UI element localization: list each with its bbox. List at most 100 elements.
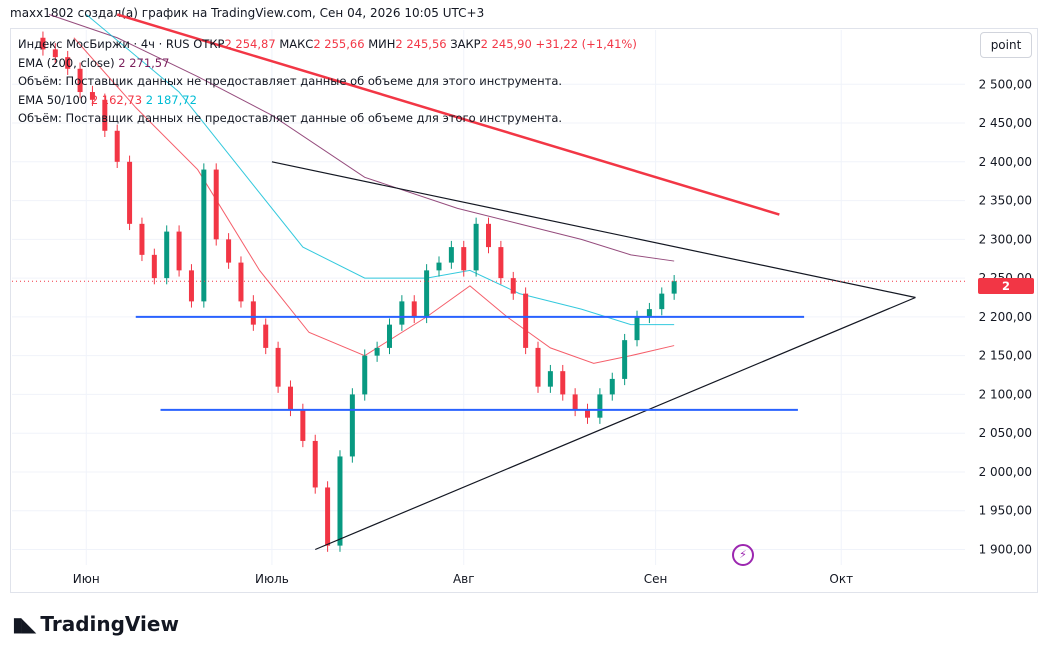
logo-text: TradingView — [40, 612, 179, 636]
x-tick-label: Июль — [255, 572, 289, 586]
y-tick-label: 2 450,00 — [979, 116, 1032, 130]
candle-body — [448, 247, 454, 263]
candle-body — [671, 281, 677, 294]
y-tick-label: 2 300,00 — [979, 232, 1032, 246]
candle-body — [659, 293, 665, 310]
candle-body — [263, 324, 269, 348]
candle-body — [52, 49, 58, 58]
candle-body — [646, 309, 652, 317]
candle-body — [114, 130, 120, 162]
candle-body — [300, 409, 306, 441]
x-tick-label: Авг — [453, 572, 475, 586]
candle-body — [312, 440, 318, 488]
x-tick-label: Июн — [73, 572, 100, 586]
candle-body — [102, 99, 108, 131]
candle-body — [560, 371, 566, 395]
candle-body — [287, 386, 293, 410]
candle-body — [188, 270, 194, 302]
candle-body — [176, 231, 182, 271]
ema200-row[interactable]: EMA (200, close) 2 271,57 — [18, 54, 637, 73]
candle-body — [523, 293, 529, 348]
symbol-name[interactable]: Индекс МосБиржи · 4ч · RUS — [18, 37, 190, 51]
y-tick-label: 2 000,00 — [979, 465, 1032, 479]
ema100-value: 2 187,72 — [145, 92, 197, 107]
y-tick-label: 1 900,00 — [979, 542, 1032, 556]
candle-body — [250, 301, 256, 325]
candle-body — [386, 324, 392, 348]
x-tick-label: Сен — [644, 572, 668, 586]
ema-line — [48, 14, 675, 262]
candle-body — [89, 92, 95, 100]
y-tick-label: 2 200,00 — [979, 310, 1032, 324]
volume-note-2: Объём: Поставщик данных не предоставляет… — [18, 111, 563, 125]
ema200-value: 2 271,57 — [118, 55, 170, 70]
candle-body — [164, 231, 170, 279]
candle-body — [510, 278, 516, 294]
chart-legend: Индекс МосБиржи · 4ч · RUS ОТКР2 254,87 … — [18, 35, 637, 128]
candle-body — [213, 169, 219, 240]
candle-body — [498, 247, 504, 279]
lightning-icon[interactable]: ⚡ — [732, 544, 754, 566]
y-tick-label: 2 050,00 — [979, 426, 1032, 440]
candle-body — [374, 347, 380, 356]
candle-body — [139, 223, 145, 255]
ema50-value: 2 162,73 — [90, 92, 143, 107]
tradingview-logo[interactable]: ▮◣ TradingView — [12, 612, 179, 636]
candle-body — [424, 270, 430, 317]
trend-line — [116, 13, 780, 216]
candle-body — [461, 247, 467, 271]
candle-body — [411, 301, 417, 317]
candle-body — [572, 394, 578, 410]
candle-body — [325, 487, 331, 546]
y-tick-label: 1 950,00 — [979, 504, 1032, 518]
chart-frame[interactable] — [10, 28, 1038, 593]
high-label: МАКС — [279, 37, 314, 51]
candle-body — [349, 394, 355, 457]
ema-50-100-row[interactable]: EMA 50/100 2 162,73 2 187,72 — [18, 91, 637, 110]
candle-body — [535, 347, 541, 387]
candle-body — [127, 161, 133, 224]
change-value: +31,22 (+1,41%) — [535, 37, 637, 51]
y-tick-label: 2 400,00 — [979, 155, 1032, 169]
close-value: 2 245,90 — [480, 37, 532, 51]
candle-body — [151, 254, 157, 279]
close-label: ЗАКР — [450, 37, 481, 51]
candle-body — [585, 409, 591, 418]
candle-body — [77, 68, 83, 93]
candle-body — [597, 394, 603, 418]
trend-line — [314, 296, 916, 551]
high-value: 2 255,66 — [313, 37, 365, 51]
open-label: ОТКР — [193, 37, 225, 51]
y-tick-label: 2 500,00 — [979, 77, 1032, 91]
candle-body — [473, 223, 479, 271]
y-tick-label: 2 350,00 — [979, 194, 1032, 208]
ema200-label: EMA (200, close) — [18, 55, 115, 70]
tv-logo-icon: ▮◣ — [12, 612, 36, 636]
y-tick-label: 2 150,00 — [979, 349, 1032, 363]
candle-body — [622, 340, 628, 379]
candle-body — [547, 371, 553, 387]
volume-note-1: Объём: Поставщик данных не предоставляет… — [18, 74, 563, 88]
candle-body — [238, 262, 244, 302]
candle-body — [65, 57, 71, 69]
candle-body — [337, 456, 343, 546]
candle-body — [201, 169, 207, 302]
ohlc-row: Индекс МосБиржи · 4ч · RUS ОТКР2 254,87 … — [18, 35, 637, 54]
candle-body — [226, 239, 232, 263]
candle-body — [40, 37, 46, 50]
last-price-tag: 2 245,90 — [978, 278, 1034, 309]
chart-attribution: maxx1802 создал(а) график на TradingView… — [10, 6, 485, 20]
candle-body — [634, 316, 640, 341]
candle-body — [436, 262, 442, 271]
x-tick-label: Окт — [829, 572, 853, 586]
ema-50-100-label: EMA 50/100 — [18, 92, 88, 107]
y-tick-label: 2 100,00 — [979, 387, 1032, 401]
low-value: 2 245,56 — [395, 37, 447, 51]
scale-mode-button[interactable]: point — [980, 32, 1032, 58]
low-label: МИН — [368, 37, 396, 51]
candle-body — [486, 223, 491, 248]
candle-body — [362, 355, 368, 395]
candle-body — [609, 378, 615, 395]
trend-line — [271, 161, 916, 299]
open-value: 2 254,87 — [224, 37, 276, 51]
